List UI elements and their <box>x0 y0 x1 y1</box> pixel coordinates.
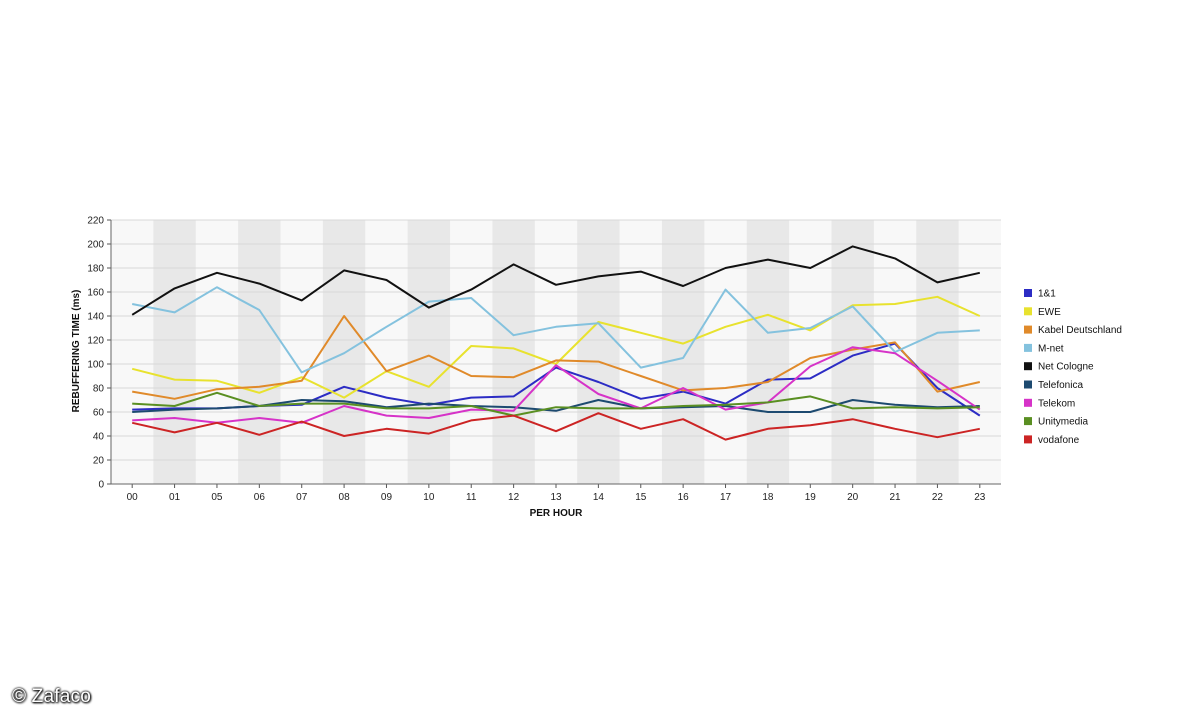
column-band <box>238 220 281 484</box>
legend: 1&1 EWE Kabel Deutschland M-net Net Cologne T… <box>1024 289 1122 446</box>
watermark-copyright: © Zafaco <box>12 686 91 707</box>
column-band <box>916 220 959 484</box>
series-line-kabel-deutschland <box>132 315 981 400</box>
legend-swatch <box>1024 307 1032 316</box>
x-tick-label: 17 <box>720 492 732 503</box>
x-tick-label: 09 <box>381 492 393 503</box>
x-axis-ticks: 00 01 05 06 07 08 09 10 11 12 13 14 15 16 17 18 19 20 21 22… <box>127 484 986 503</box>
y-tick-label: 200 <box>87 240 104 251</box>
x-tick-label: 18 <box>762 492 774 503</box>
y-axis-label: REBUFFERING TIME (ms) <box>71 290 82 413</box>
x-tick-label: 10 <box>423 492 435 503</box>
x-tick-label: 15 <box>635 492 647 503</box>
legend-label: Telefonica <box>1038 380 1083 391</box>
x-tick-label: 05 <box>211 492 223 503</box>
legend-label: M-net <box>1038 343 1064 354</box>
y-axis-ticks: 0 20 40 60 80 100 120 140 160 180 200 220 <box>87 216 111 491</box>
legend-swatch <box>1024 325 1032 334</box>
y-tick-label: 120 <box>87 336 104 347</box>
column-band <box>153 220 196 484</box>
x-tick-label: 22 <box>932 492 944 503</box>
legend-swatch <box>1024 289 1032 297</box>
legend-label: EWE <box>1038 307 1061 318</box>
x-tick-label: 11 <box>466 492 477 503</box>
x-tick-label: 12 <box>508 492 520 503</box>
legend-label: vodafone <box>1038 435 1080 446</box>
y-tick-label: 0 <box>98 480 104 491</box>
legend-label: Telekom <box>1038 398 1075 409</box>
x-tick-label: 07 <box>296 492 308 503</box>
x-tick-label: 14 <box>593 492 605 503</box>
y-tick-label: 80 <box>93 384 105 395</box>
series-lines <box>131 245 981 441</box>
y-tick-label: 40 <box>93 432 105 443</box>
legend-label: Net Cologne <box>1038 362 1094 373</box>
legend-swatch <box>1024 398 1032 407</box>
y-tick-label: 140 <box>87 312 104 323</box>
y-tick-label: 60 <box>93 408 105 419</box>
y-tick-label: 20 <box>93 456 105 467</box>
x-tick-label: 08 <box>339 492 351 503</box>
series-line-net-cologne <box>131 245 981 316</box>
legend-label: Unitymedia <box>1038 417 1088 428</box>
y-tick-label: 160 <box>87 288 104 299</box>
x-tick-label: 06 <box>254 492 266 503</box>
alternating-column-bands <box>111 220 1001 484</box>
legend-swatch <box>1024 435 1032 444</box>
series-line-vodafone <box>131 412 980 441</box>
column-band <box>407 220 451 484</box>
column-band <box>746 220 790 484</box>
legend-swatch <box>1024 380 1032 389</box>
y-tick-label: 100 <box>87 360 104 371</box>
x-tick-label: 00 <box>127 492 139 503</box>
x-tick-label: 23 <box>974 492 986 503</box>
x-tick-label: 13 <box>550 492 562 503</box>
legend-label: Kabel Deutschland <box>1038 325 1122 336</box>
x-tick-label: 21 <box>889 492 901 503</box>
legend-swatch <box>1024 417 1032 426</box>
column-band <box>322 220 366 484</box>
column-band <box>492 220 535 484</box>
y-tick-label: 220 <box>87 216 104 227</box>
legend-label: 1&1 <box>1038 289 1056 300</box>
column-band <box>577 220 620 484</box>
x-tick-label: 01 <box>169 492 181 503</box>
x-tick-label: 20 <box>847 492 859 503</box>
x-tick-label: 19 <box>805 492 817 503</box>
series-line-m-net <box>132 286 980 374</box>
column-band <box>661 220 705 484</box>
axes <box>110 220 1001 485</box>
legend-swatch <box>1024 343 1032 352</box>
series-line-telekom <box>132 346 981 424</box>
legend-swatch <box>1024 362 1032 371</box>
series-line-unitymedia <box>132 391 980 417</box>
x-tick-label: 16 <box>678 492 690 503</box>
x-axis-label: PER HOUR <box>530 508 584 519</box>
y-tick-label: 180 <box>87 264 104 275</box>
